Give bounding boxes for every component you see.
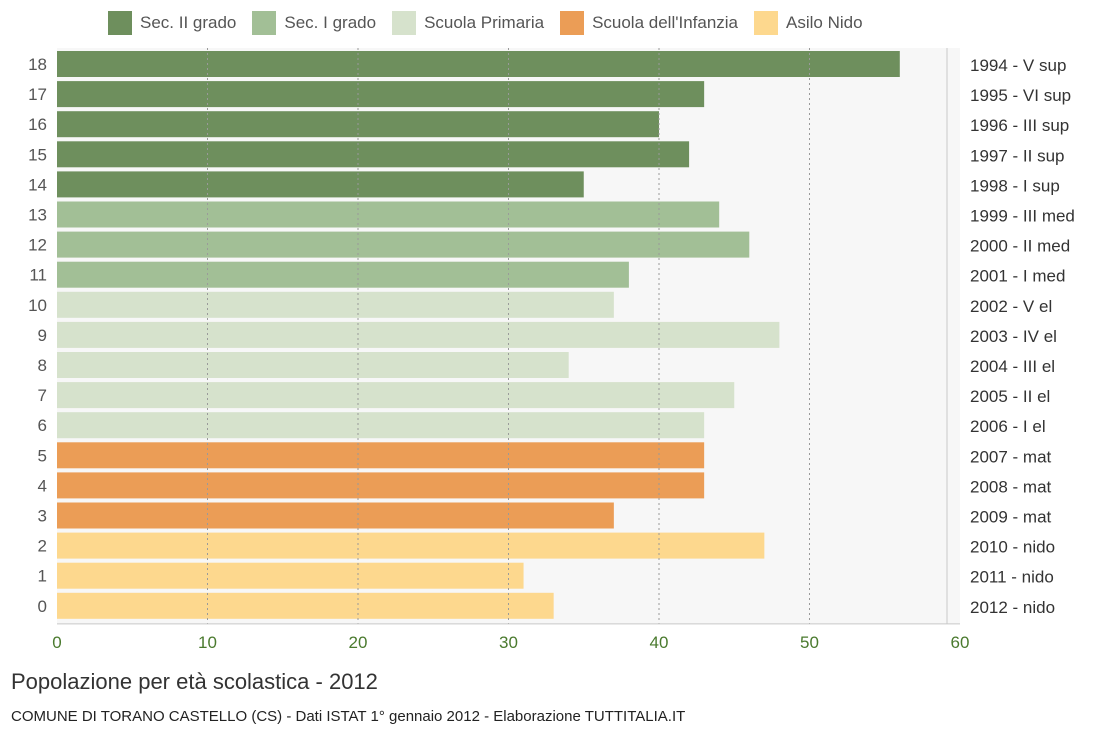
legend-swatch <box>392 11 417 35</box>
age-label: 13 <box>28 206 47 225</box>
legend-item: Asilo Nido <box>754 11 863 35</box>
x-tick-label: 0 <box>52 633 61 652</box>
bar <box>57 231 750 258</box>
age-label: 2 <box>38 537 47 556</box>
cohort-label: 2012 - nido <box>970 598 1055 617</box>
x-tick-label: 30 <box>499 633 518 652</box>
legend-label: Asilo Nido <box>786 13 863 32</box>
age-label: 16 <box>28 115 47 134</box>
legend-item: Sec. II grado <box>108 11 236 35</box>
cohort-label: 1997 - II sup <box>970 146 1065 165</box>
cohort-label: 1995 - VI sup <box>970 86 1071 105</box>
age-label: 11 <box>29 266 47 285</box>
x-tick-label: 10 <box>198 633 217 652</box>
cohort-label: 2007 - mat <box>970 447 1052 466</box>
cohort-label: 2004 - III el <box>970 357 1055 376</box>
legend-swatch <box>108 11 132 35</box>
age-label: 17 <box>28 85 47 104</box>
cohort-label: 1998 - I sup <box>970 176 1060 195</box>
age-label: 4 <box>38 476 47 495</box>
cohort-label: 2000 - II med <box>970 237 1070 256</box>
legend-item: Scuola dell'Infanzia <box>560 11 738 35</box>
bar <box>57 562 524 589</box>
bar <box>57 412 705 439</box>
cohort-label: 2005 - II el <box>970 387 1050 406</box>
bar <box>57 201 720 228</box>
age-label: 18 <box>28 55 47 74</box>
cohort-label: 2010 - nido <box>970 538 1055 557</box>
cohort-label: 2003 - IV el <box>970 327 1057 346</box>
bar <box>57 51 900 77</box>
chart-legend: Sec. II grado Sec. I grado Scuola Primaria… <box>108 10 879 36</box>
cohort-label: 1994 - V sup <box>970 56 1066 75</box>
bar <box>57 141 690 168</box>
age-label: 0 <box>38 597 47 616</box>
x-tick-label: 60 <box>951 633 970 652</box>
legend-item: Scuola Primaria <box>392 11 544 35</box>
age-label: 10 <box>28 296 47 315</box>
legend-label: Sec. I grado <box>284 13 377 32</box>
cohort-label: 1999 - III med <box>970 207 1075 226</box>
age-label: 14 <box>28 175 47 194</box>
bar <box>57 472 705 499</box>
cohort-label: 2002 - V el <box>970 297 1052 316</box>
age-label: 15 <box>28 145 47 164</box>
bar <box>57 382 735 409</box>
cohort-label: 2006 - I el <box>970 417 1046 436</box>
legend-swatch <box>252 11 277 35</box>
bar <box>57 171 584 198</box>
age-label: 12 <box>28 236 47 255</box>
cohort-label: 2009 - mat <box>970 508 1052 527</box>
x-tick-label: 20 <box>349 633 368 652</box>
bar <box>57 81 705 108</box>
chart-title: Popolazione per età scolastica - 2012 <box>11 669 378 694</box>
age-label: 1 <box>38 567 47 586</box>
bar <box>57 592 554 619</box>
age-label: 7 <box>38 386 47 405</box>
cohort-label: 2008 - mat <box>970 477 1052 496</box>
cohort-label: 1996 - III sup <box>970 116 1069 135</box>
chart-subtitle: COMUNE DI TORANO CASTELLO (CS) - Dati IS… <box>11 708 686 725</box>
bar <box>57 532 765 559</box>
age-label: 6 <box>38 416 47 435</box>
legend-swatch <box>560 11 585 35</box>
age-label: 3 <box>38 507 47 526</box>
cohort-label: 2011 - nido <box>970 568 1054 587</box>
cohort-label: 2001 - I med <box>970 267 1065 286</box>
legend-item: Sec. I grado <box>252 11 376 35</box>
age-label: 9 <box>38 326 47 345</box>
bar <box>57 352 569 378</box>
legend-swatch <box>754 11 779 35</box>
legend-label: Scuola dell'Infanzia <box>592 13 739 32</box>
x-tick-label: 50 <box>800 633 819 652</box>
x-tick-label: 40 <box>650 633 669 652</box>
legend-label: Sec. II grado <box>140 13 237 32</box>
bar <box>57 291 614 318</box>
age-label: 5 <box>38 446 47 465</box>
age-label: 8 <box>38 356 47 375</box>
legend-label: Scuola Primaria <box>424 13 545 32</box>
bar <box>57 442 705 469</box>
bar <box>57 321 780 348</box>
bar <box>57 261 629 288</box>
bar <box>57 502 614 529</box>
